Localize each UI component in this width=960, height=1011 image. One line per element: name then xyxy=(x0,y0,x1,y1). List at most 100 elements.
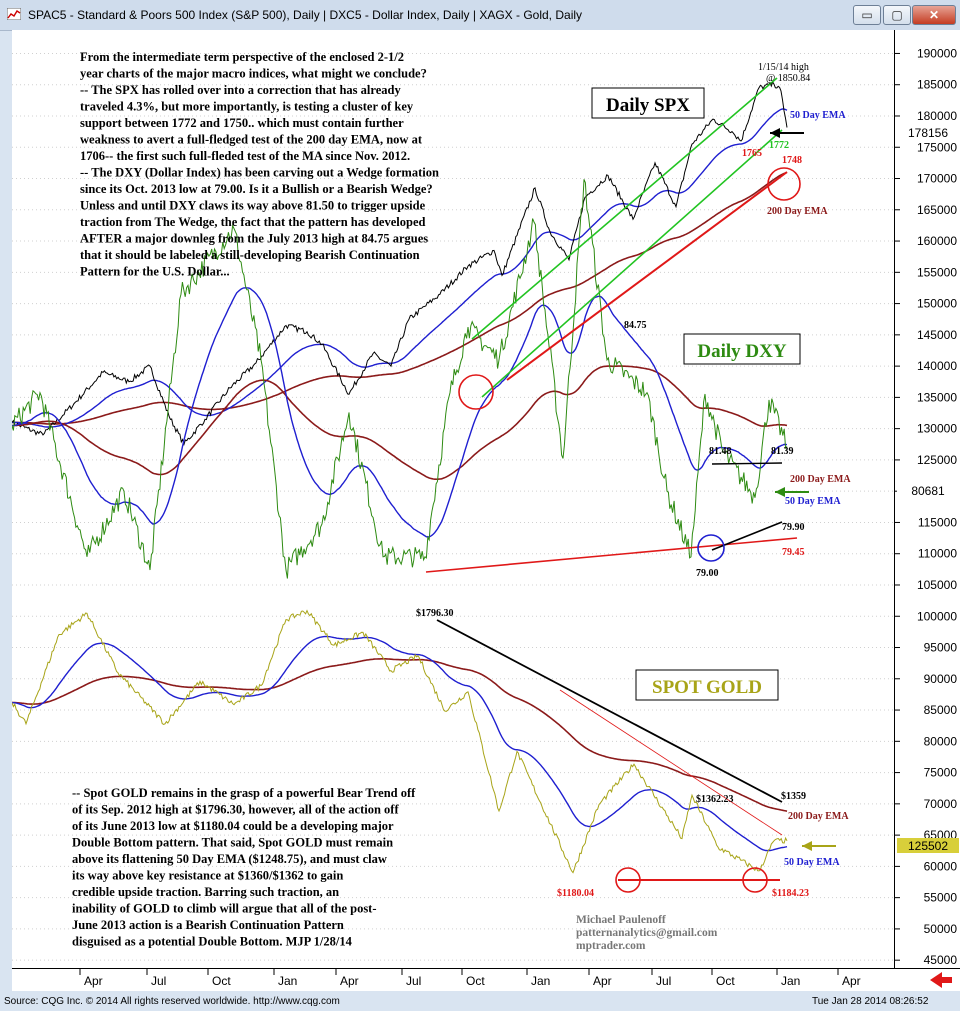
gold-bottom-circle-2 xyxy=(742,867,768,893)
gold-ema200-label: 200 Day EMA xyxy=(788,811,849,822)
spx-1748-label: 1748 xyxy=(782,155,802,166)
spx-ema50-label: 50 Day EMA xyxy=(790,110,846,121)
window-title: SPAC5 - Standard & Poors 500 Index (S&P … xyxy=(28,8,583,22)
spx-support-line xyxy=(506,171,788,381)
gold-title-box xyxy=(635,669,779,701)
commentary-top-line: weakness to avert a full-fledged test of… xyxy=(80,133,423,147)
price-tick-label: 130000 xyxy=(917,422,957,436)
gold-downtrend-line xyxy=(436,619,783,803)
dxy-8148-label: 81.48 xyxy=(709,446,732,457)
time-axis[interactable]: Apr Jul Oct Jan Apr Jul Oct Jan Apr Jul Oct Jan Apr 2… xyxy=(12,956,960,991)
time-month-label: Jan xyxy=(531,974,550,988)
dxy-arrow-head xyxy=(775,487,785,497)
commentary-top-line: AFTER a major downleg from the July 2013… xyxy=(80,232,428,246)
commentary-bottom-line: of its Sep. 2012 high at $1796.30, howev… xyxy=(72,803,399,817)
dxy-ema50-label: 50 Day EMA xyxy=(785,496,841,507)
dxy-ema200-label: 200 Day EMA xyxy=(790,474,851,485)
chart-plot-svg: 1/15/14 high@ 1850.84 50 Day EMA 1772 1765 1… xyxy=(12,50,894,961)
commentary-top-line: Pattern for the U.S. Dollar... xyxy=(80,265,230,279)
price-tick-label: 145000 xyxy=(917,328,957,342)
series-line-daily-dxy xyxy=(12,179,788,579)
commentary-top-line: 1706-- the first such full-fleded test o… xyxy=(80,149,410,163)
time-month-label: Oct xyxy=(716,974,735,988)
spx-low-circle xyxy=(458,374,494,410)
price-tick-label: 100000 xyxy=(917,609,957,623)
price-tick-label: 60000 xyxy=(924,859,958,873)
spx-title-box xyxy=(591,87,705,119)
dxy-wedge-lower xyxy=(711,521,783,551)
gold-ema50-label: 50 Day EMA xyxy=(784,857,840,868)
gold-title: SPOT GOLD xyxy=(652,677,762,698)
dxy-8139-label: 81.39 xyxy=(771,446,794,457)
title-bar[interactable]: SPAC5 - Standard & Poors 500 Index (S&P … xyxy=(0,0,960,31)
gold-thin-trend xyxy=(559,689,783,836)
close-button[interactable]: ✕ xyxy=(912,5,956,25)
last-value-gold-bg xyxy=(897,838,959,853)
dxy-7900-label: 79.00 xyxy=(696,568,719,579)
commentary-bottom-line: June 2013 action is a Bearish Continuati… xyxy=(72,918,344,932)
gold-low1-label: $1180.04 xyxy=(557,888,594,899)
status-bar: Source: CQG Inc. © 2014 All rights reser… xyxy=(0,992,960,1011)
time-month-label: Oct xyxy=(212,974,231,988)
gold-high-label: $1796.30 xyxy=(416,608,454,619)
price-axis[interactable]: 190000 185000 180000 175000 170000 165000 1600… xyxy=(894,30,960,968)
spx-high-label: 1/15/14 high xyxy=(758,62,809,73)
price-tick-label: 110000 xyxy=(918,547,957,561)
series-line-daily-spx xyxy=(12,80,788,446)
scroll-left-arrow-icon xyxy=(930,972,952,988)
signature-line: mptrader.com xyxy=(576,940,646,952)
time-month-label: Jul xyxy=(151,974,166,988)
price-tick-label: 85000 xyxy=(924,703,958,717)
time-month-label: Jan xyxy=(278,974,297,988)
commentary-bottom-line: -- Spot GOLD remains in the grasp of a p… xyxy=(72,786,416,800)
price-tick-label: 80000 xyxy=(924,734,958,748)
commentary-bottom-line: credible upside traction. Barring such t… xyxy=(72,885,339,899)
price-tick-label: 125000 xyxy=(917,453,957,467)
commentary-bottom-line: Double Bottom pattern. That said, Spot G… xyxy=(72,836,393,850)
series-0-ema50 xyxy=(12,108,788,428)
series-1-ema50 xyxy=(12,287,787,538)
last-value-dxy-bg xyxy=(897,483,959,498)
last-value-spx: 178156 xyxy=(908,126,948,140)
price-tick-label: 150000 xyxy=(917,297,957,311)
signature-line: patternanalytics@gmail.com xyxy=(576,927,718,939)
price-tick-label: 170000 xyxy=(917,172,957,186)
price-tick-label: 45000 xyxy=(924,953,958,967)
time-month-label: Apr xyxy=(340,974,359,988)
commentary-bottom-line: inability of GOLD to climb will argue th… xyxy=(72,902,377,916)
spx-high-value: @ 1850.84 xyxy=(766,73,810,84)
time-month-label: Jan xyxy=(781,974,800,988)
dxy-low-circle xyxy=(697,534,725,562)
price-tick-label: 70000 xyxy=(924,797,958,811)
signature-line: Michael Paulenoff xyxy=(576,914,666,926)
commentary-bottom-line: disguised as a potential Double Bottom. … xyxy=(72,935,353,949)
commentary-top-line: support between 1772 and 1750.. which mu… xyxy=(80,116,404,130)
time-month-label: Jul xyxy=(406,974,421,988)
gold-arrow-head xyxy=(802,841,812,851)
price-tick-label: 75000 xyxy=(924,766,958,780)
price-tick-label: 165000 xyxy=(917,203,957,217)
spx-ema200-label: 200 Day EMA xyxy=(767,206,828,217)
series-line-spot-gold xyxy=(12,609,788,874)
spx-1772-label: 1772 xyxy=(769,140,789,151)
commentary-bottom-line: of its June 2013 low at $1180.04 could b… xyxy=(72,819,394,833)
price-tick-label: 55000 xyxy=(924,891,958,905)
commentary-top-line: since its Oct. 2013 low at 79.00. Is it … xyxy=(80,182,433,196)
maximize-button[interactable]: ▢ xyxy=(883,5,911,25)
series-1-ema200 xyxy=(12,365,788,481)
dxy-wedge-upper xyxy=(711,462,783,465)
price-tick-label: 105000 xyxy=(917,578,957,592)
gold-1362-label: $1362.23 xyxy=(696,794,734,805)
spx-1765-label: 1765 xyxy=(742,148,762,159)
price-axis-svg: 190000 185000 180000 175000 170000 165000 1600… xyxy=(895,46,959,967)
dxy-support-line xyxy=(425,537,798,573)
status-timestamp: Tue Jan 28 2014 08:26:52 xyxy=(812,996,929,1007)
spx-arrow-head xyxy=(770,128,780,138)
price-tick-label: 115000 xyxy=(918,515,957,529)
dxy-high-label: 84.75 xyxy=(624,320,647,331)
price-tick-label: 185000 xyxy=(917,78,957,92)
chart-plot-area[interactable]: 1/15/14 high @ 1850.84 50 Day EMA 1772 1765 1… xyxy=(12,30,894,968)
commentary-top-line: Unless and until DXY claws its way above… xyxy=(80,199,426,213)
commentary-top-line: traveled 4.3%, but more importantly, is … xyxy=(80,100,414,114)
minimize-button[interactable]: ▭ xyxy=(853,5,881,25)
